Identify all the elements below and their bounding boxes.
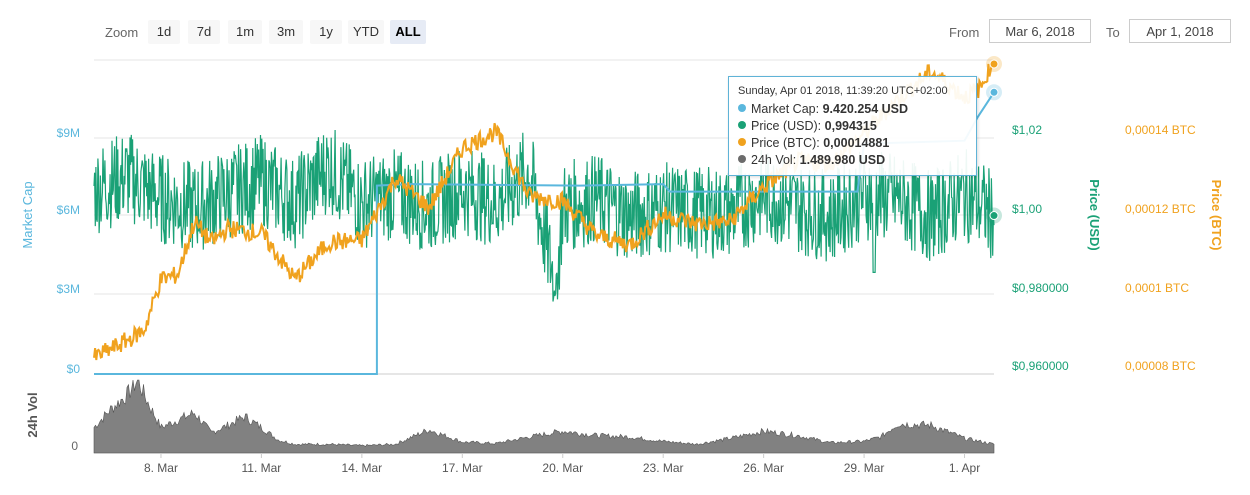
market-cap-tick-label: $0	[67, 362, 81, 376]
to-date-input[interactable]: Apr 1, 2018	[1129, 19, 1231, 43]
from-label: From	[949, 25, 980, 40]
tooltip-row-price-btc: Price (BTC): 0,00014881	[738, 135, 967, 152]
x-tick-label: 29. Mar	[844, 461, 885, 475]
x-tick-label: 17. Mar	[442, 461, 483, 475]
market-cap-tick-label: $3M	[57, 282, 80, 296]
chart-tooltip: Sunday, Apr 01 2018, 11:39:20 UTC+02:00 …	[728, 76, 977, 176]
tooltip-value: 0,00014881	[823, 136, 890, 150]
volume-tick-label: 0	[71, 439, 78, 453]
price-btc-tick-label: 0,00012 BTC	[1125, 202, 1196, 216]
zoom-button-1d[interactable]: 1d	[148, 20, 180, 44]
tooltip-label: Market Cap:	[751, 102, 820, 116]
price-btc-dot-icon	[738, 138, 746, 146]
from-date-input[interactable]: Mar 6, 2018	[989, 19, 1091, 43]
price-usd-tick-label: $1,02	[1012, 123, 1042, 137]
zoom-label: Zoom	[105, 25, 139, 40]
x-tick-label: 11. Mar	[242, 461, 282, 475]
price-usd-axis-title: Price (USD)	[1087, 179, 1102, 251]
price-usd-dot-icon	[738, 121, 746, 129]
price-usd-tick-label: $0,960000	[1012, 359, 1069, 373]
x-tick-label: 1. Apr	[949, 461, 980, 475]
x-tick-label: 23. Mar	[643, 461, 684, 475]
tooltip-label: Price (USD):	[751, 119, 822, 133]
zoom-button-all[interactable]: ALL	[390, 20, 426, 44]
to-label: To	[1106, 25, 1120, 40]
price-usd-marker	[989, 211, 999, 221]
range-selector-toolbar: Zoom 1d 7d 1m 3m 1y YTD ALL From Mar 6, …	[0, 0, 1250, 60]
tooltip-value: 1.489.980 USD	[799, 153, 886, 167]
x-tick-label: 20. Mar	[542, 461, 583, 475]
price-btc-tick-label: 0,0001 BTC	[1125, 281, 1189, 295]
tooltip-header: Sunday, Apr 01 2018, 11:39:20 UTC+02:00	[738, 85, 948, 97]
tooltip-label: Price (BTC):	[751, 136, 820, 150]
price-usd-tick-label: $1,00	[1012, 202, 1042, 216]
price-usd-tick-label: $0,980000	[1012, 281, 1069, 295]
price-btc-tick-label: 0,00008 BTC	[1125, 359, 1196, 373]
tooltip-row-market-cap: Market Cap: 9.420.254 USD	[738, 101, 967, 118]
volume-axis-title: 24h Vol	[25, 392, 40, 437]
market-cap-tick-label: $9M	[57, 126, 80, 140]
zoom-button-1m[interactable]: 1m	[228, 20, 262, 44]
x-tick-label: 26. Mar	[743, 461, 784, 475]
market-cap-dot-icon	[738, 104, 746, 112]
price-btc-tick-label: 0,00014 BTC	[1125, 123, 1196, 137]
zoom-button-1y[interactable]: 1y	[310, 20, 342, 44]
tooltip-value: 0,994315	[824, 119, 877, 133]
tooltip-label: 24h Vol:	[751, 153, 797, 167]
market-cap-marker	[989, 87, 999, 97]
market-cap-axis-title: Market Cap	[20, 181, 35, 248]
tooltip-row-volume: 24h Vol: 1.489.980 USD	[738, 152, 967, 169]
x-tick-label: 8. Mar	[144, 461, 178, 475]
volume-area	[93, 379, 995, 454]
x-tick-label: 14. Mar	[342, 461, 383, 475]
price-btc-axis-title: Price (BTC)	[1209, 180, 1224, 251]
market-cap-tick-label: $6M	[57, 203, 80, 217]
tooltip-value: 9.420.254 USD	[822, 102, 909, 116]
zoom-button-7d[interactable]: 7d	[188, 20, 220, 44]
tooltip-row-price-usd: Price (USD): 0,994315	[738, 118, 967, 135]
zoom-button-ytd[interactable]: YTD	[348, 20, 384, 44]
zoom-button-3m[interactable]: 3m	[269, 20, 303, 44]
price-btc-marker	[989, 59, 999, 69]
volume-dot-icon	[738, 155, 746, 163]
